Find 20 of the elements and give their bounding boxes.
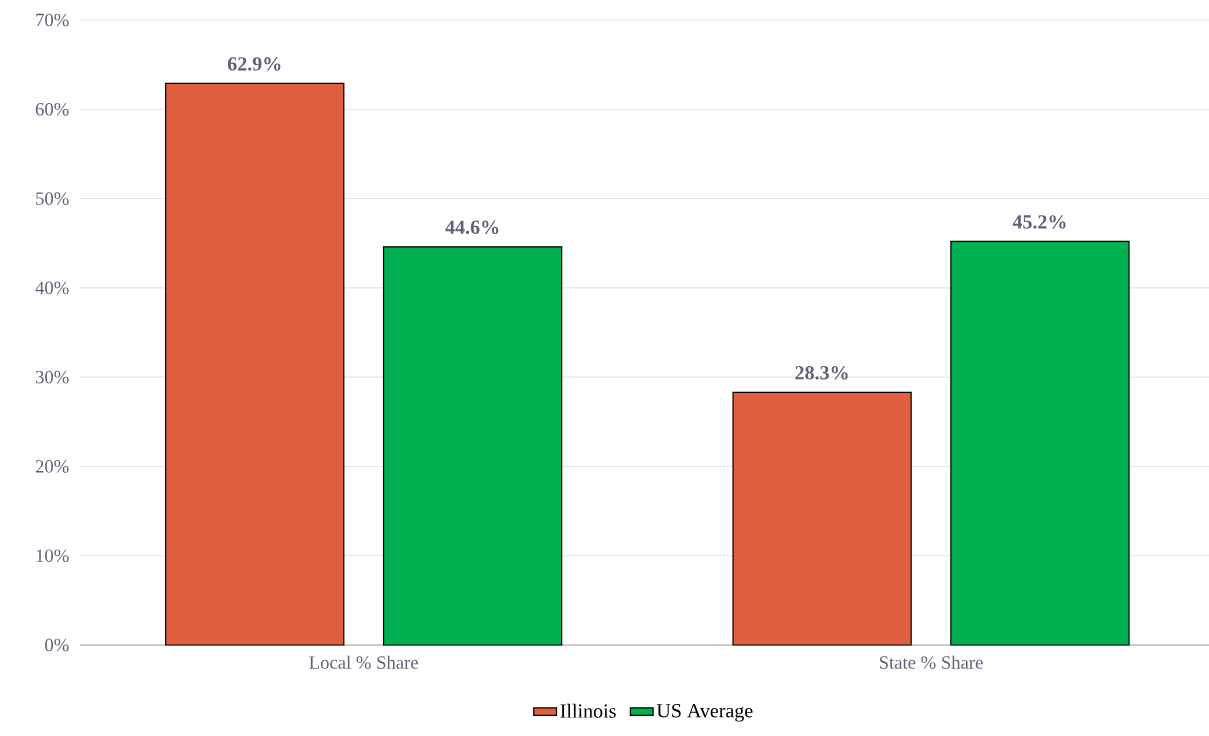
legend-label: US Average (656, 704, 753, 722)
y-tick-label: 10% (36, 549, 69, 563)
data-label: 44.6% (445, 220, 499, 235)
x-tick-label: State % Share (879, 655, 983, 669)
bar (732, 391, 912, 646)
bar (950, 240, 1130, 646)
data-label: 45.2% (1012, 215, 1066, 229)
y-tick-label: 50% (36, 192, 69, 205)
bar (165, 82, 345, 646)
x-tick-label: Local % Share (309, 655, 418, 669)
legend-label: Illinois (560, 703, 616, 718)
data-label: 62.9% (227, 57, 281, 71)
y-tick-label: 30% (35, 370, 69, 384)
y-tick-label: 20% (35, 460, 69, 473)
y-tick-label: 70% (36, 13, 69, 27)
data-label: 28.3% (795, 366, 848, 380)
bar (382, 246, 563, 646)
y-tick-label: 60% (35, 102, 69, 116)
y-tick-label: 40% (35, 281, 69, 295)
y-tick-label: 0% (45, 638, 69, 652)
